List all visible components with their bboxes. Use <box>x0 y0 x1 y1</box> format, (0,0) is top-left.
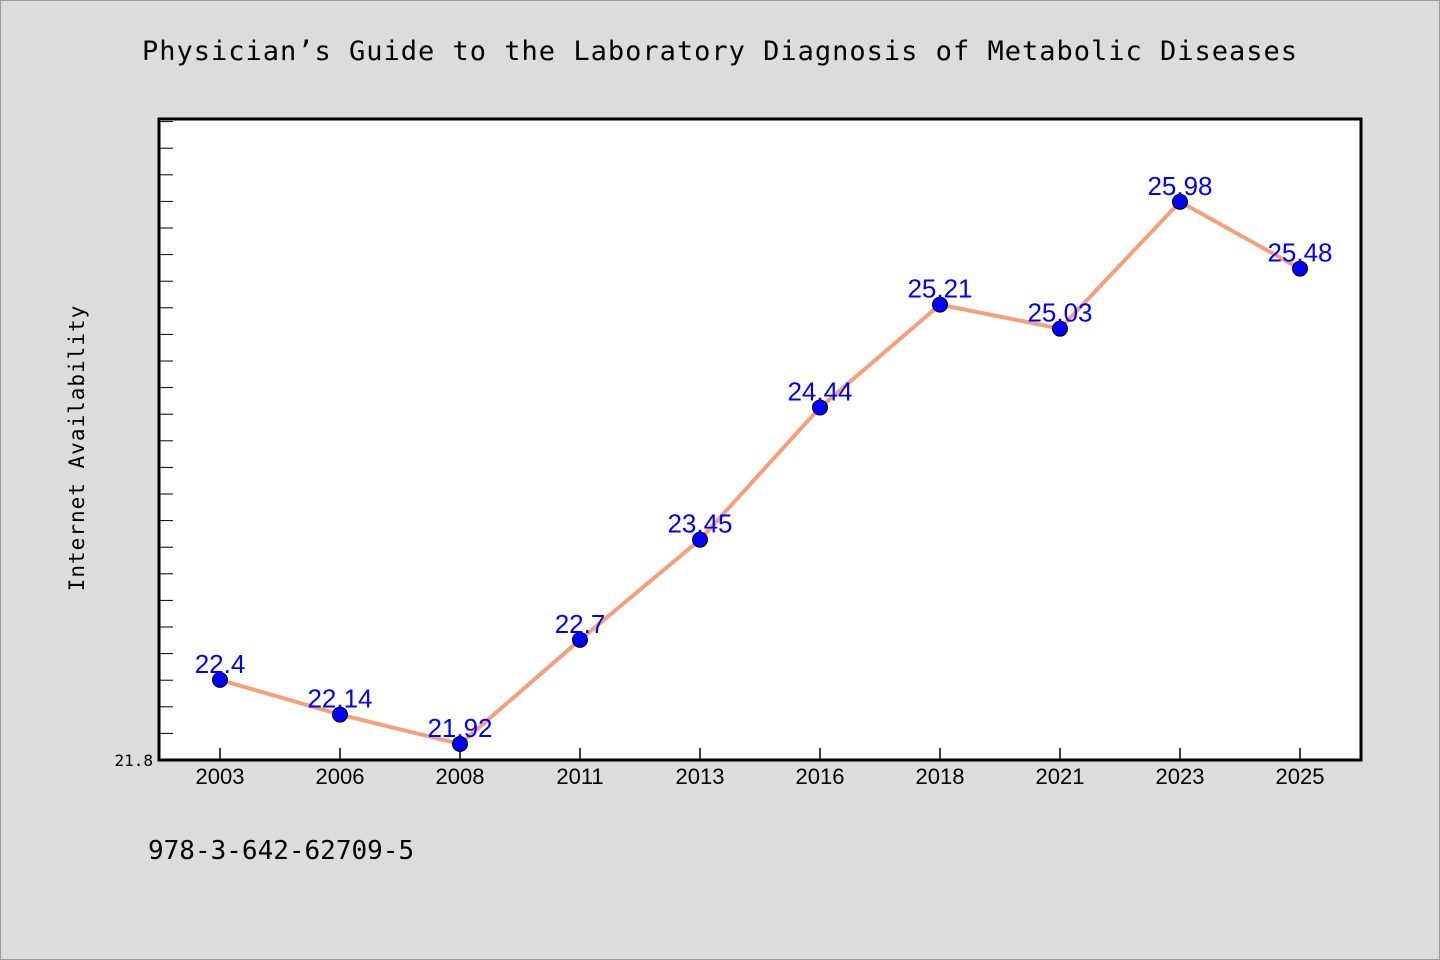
data-point <box>1292 260 1308 277</box>
data-point <box>452 735 468 752</box>
data-label: 25.98 <box>1147 171 1212 201</box>
data-label-layer: 22.4 22.14 21.92 22.7 23.45 24.44 25.21 25.03 25… <box>195 171 1333 743</box>
data-label: 24.44 <box>787 376 852 406</box>
x-tick-label: 2011 <box>556 764 603 789</box>
x-tick-label: 2006 <box>316 764 365 789</box>
data-point <box>932 296 948 313</box>
data-label: 25.03 <box>1027 298 1092 328</box>
plot-area <box>157 117 1363 762</box>
data-point <box>1172 193 1188 210</box>
footer-isbn: 978-3-642-62709-5 <box>148 836 415 866</box>
y-tick-label: 21.8 <box>114 751 153 770</box>
series-layer <box>212 193 1308 752</box>
series-line <box>218 199 1302 746</box>
x-tick-label: 2023 <box>1156 764 1205 789</box>
data-label: 22.7 <box>555 609 606 639</box>
x-tick-label: 2025 <box>1276 764 1325 789</box>
x-tick-label: 2021 <box>1036 764 1085 789</box>
x-tick-label: 2003 <box>196 764 245 789</box>
x-tick-label: 2013 <box>676 764 725 789</box>
data-point <box>332 706 348 723</box>
x-tick-label: 2008 <box>436 764 485 789</box>
data-point <box>812 399 828 416</box>
data-label: 21.92 <box>427 713 492 743</box>
data-label: 23.45 <box>667 509 732 539</box>
data-point <box>572 631 588 648</box>
chart-title: Physician’s Guide to the Laboratory Diag… <box>141 36 1299 67</box>
data-label: 25.48 <box>1267 238 1332 268</box>
data-point <box>1052 320 1068 337</box>
data-label: 22.4 <box>195 649 246 679</box>
y-axis-ticks: 21.8 <box>114 121 173 770</box>
x-tick-label: 2018 <box>916 764 965 789</box>
data-label: 22.14 <box>307 684 372 714</box>
data-label: 25.21 <box>907 274 972 304</box>
x-tick-label: 2016 <box>796 764 845 789</box>
data-point <box>692 531 708 548</box>
data-point <box>212 671 228 688</box>
x-axis-ticks: 2003 2006 2008 2011 2013 2016 2018 2021 2023 2025 <box>196 748 1325 789</box>
